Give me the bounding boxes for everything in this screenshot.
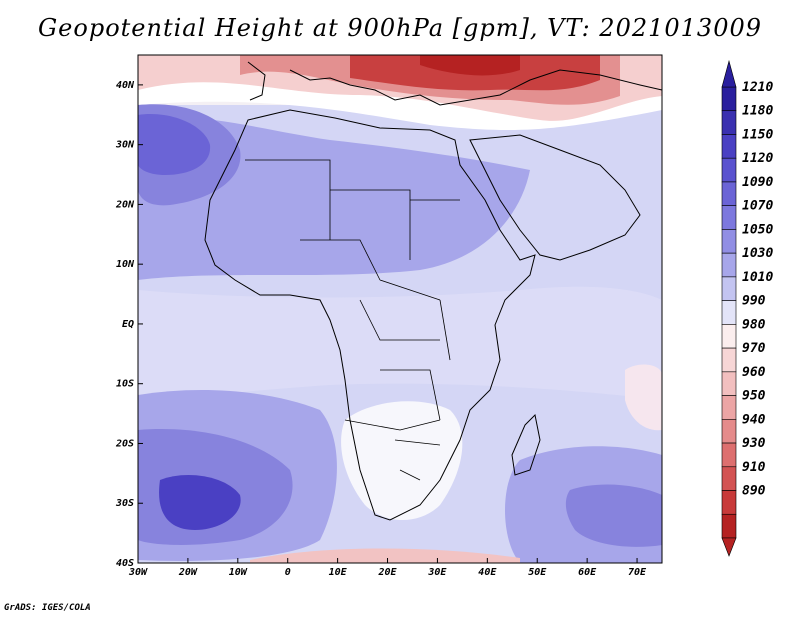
field-contour-north-core	[420, 55, 520, 76]
europe-coastline	[247, 61, 663, 106]
lon-tick-label: 70E	[628, 567, 647, 578]
colorbar-level-label: 910	[742, 460, 766, 475]
colorbar-swatch	[721, 490, 737, 515]
colorbar-swatch	[721, 324, 737, 349]
colorbar-swatch	[721, 300, 737, 325]
map-frame	[137, 54, 663, 564]
lon-tick-label: 30E	[427, 567, 447, 578]
colorbar-level-label: 1150	[742, 127, 773, 142]
field-contour-southern-ocean	[250, 548, 520, 563]
colorbar-swatch	[721, 395, 737, 420]
colorbar-level-label: 940	[742, 412, 766, 427]
lon-tick-label: 60E	[578, 567, 597, 578]
lon-tick-label: 0	[285, 567, 291, 578]
colorbar-level-label: 990	[742, 294, 766, 309]
field-contour-south-indian-high	[565, 484, 662, 547]
field-contour-tropics	[138, 286, 662, 400]
lat-tick-label: 30S	[115, 498, 134, 509]
country-borders	[245, 159, 460, 481]
lat-tick-label: 20S	[115, 438, 134, 449]
africa-outline	[204, 109, 536, 521]
colorbar-swatch	[721, 252, 737, 278]
lon-tick-label: 50E	[528, 567, 547, 578]
lat-tick-label: 40S	[116, 558, 134, 569]
colorbar-level-label: 970	[742, 341, 766, 356]
lat-tick-label: 10N	[116, 259, 135, 270]
colorbar-swatch	[721, 276, 737, 301]
field-contour-indian-low	[625, 364, 662, 431]
colorbar-swatch	[721, 86, 737, 112]
height-field	[138, 55, 662, 563]
lon-tick-label: 10W	[229, 567, 248, 578]
lon-tick-label: 40E	[478, 567, 497, 578]
field-contour-atlantic-north-core	[138, 114, 211, 175]
lon-tick-label: 20W	[178, 567, 198, 578]
lon-tick-label: 10E	[329, 567, 348, 578]
colorbar-level-label: 980	[742, 317, 766, 332]
grads-credit: GrADS: IGES/COLA	[4, 603, 91, 613]
lat-tick-label: EQ	[122, 319, 134, 330]
lat-tick-label: 10S	[116, 379, 134, 390]
colorbar-swatch	[721, 513, 737, 539]
colorbar-level-label: 1030	[742, 246, 773, 261]
colorbar-level-label: 1210	[742, 80, 773, 95]
colorbar: 1210 1180 1150 1120 1090 1070 1050 1030 1010 990 9…	[721, 59, 773, 557]
colorbar-level-label: 1050	[742, 222, 773, 237]
colorbar-min-arrow	[721, 537, 737, 557]
colorbar-swatch	[721, 110, 737, 135]
madagascar-outline	[511, 413, 541, 476]
chart-title: Geopotential Height at 900hPa [gpm], VT:…	[38, 14, 762, 42]
colorbar-swatch	[721, 181, 737, 206]
arabia-outline	[469, 134, 641, 261]
colorbar-level-label: 950	[742, 389, 766, 404]
lon-tick-label: 30W	[128, 567, 148, 578]
colorbar-level-label: 930	[742, 436, 766, 451]
colorbar-level-label: 1070	[742, 199, 773, 214]
colorbar-swatch	[721, 466, 737, 491]
colorbar-swatch	[721, 419, 737, 444]
field-contour-south-atlantic-high	[159, 475, 241, 530]
lat-tick-label: 30N	[115, 140, 135, 151]
colorbar-swatch	[721, 229, 737, 254]
axis-ticks: 30W 20W 10W 0 10E 20E 30E 40E 50E 60E 70E 40N 30N 20N…	[115, 80, 647, 578]
colorbar-swatch	[721, 442, 737, 468]
lat-tick-label: 40N	[116, 80, 135, 91]
colorbar-level-label: 1120	[742, 151, 773, 166]
colorbar-level-label: 890	[742, 484, 766, 499]
colorbar-level-label: 960	[742, 365, 766, 380]
lon-tick-label: 20E	[377, 567, 397, 578]
colorbar-level-label: 1010	[742, 270, 773, 285]
colorbar-swatch	[721, 157, 737, 183]
lat-tick-label: 20N	[115, 199, 135, 210]
colorbar-swatch	[721, 134, 737, 159]
colorbar-swatch	[721, 371, 737, 396]
colorbar-swatch	[721, 205, 737, 230]
colorbar-max-arrow	[721, 59, 737, 88]
colorbar-level-label: 1180	[742, 104, 773, 119]
colorbar-swatch	[721, 347, 737, 373]
colorbar-level-label: 1090	[742, 175, 773, 190]
